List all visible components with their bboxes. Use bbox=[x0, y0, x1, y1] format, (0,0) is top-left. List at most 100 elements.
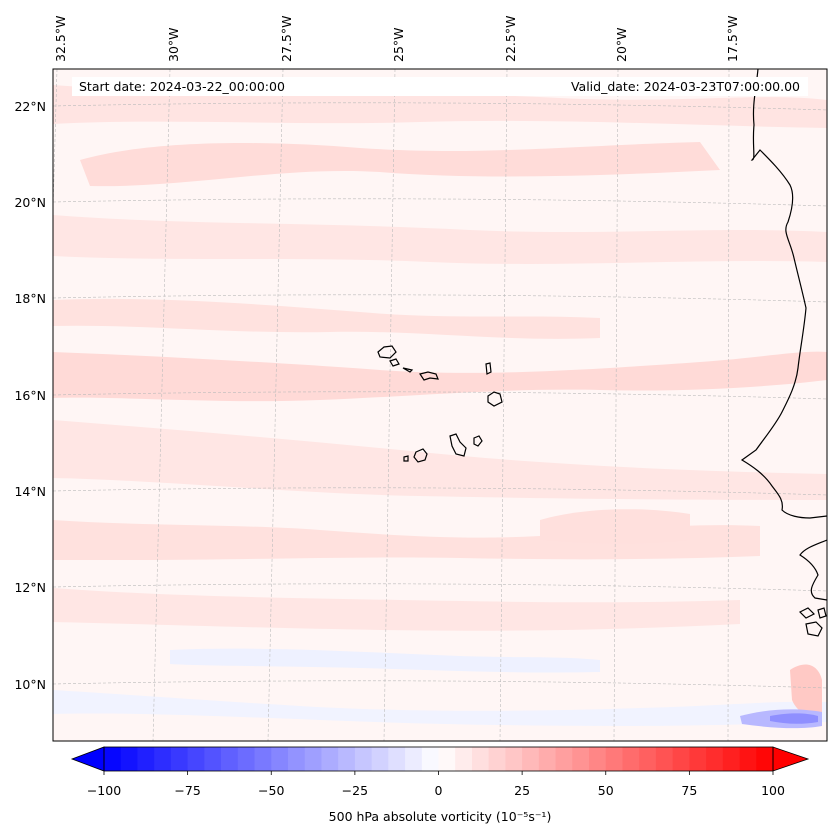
latitude-tick-label: 10°N bbox=[14, 677, 46, 692]
meridian-line bbox=[152, 69, 171, 741]
colorbar-bin bbox=[689, 747, 707, 771]
colorbar-tick-label: 100 bbox=[761, 783, 785, 798]
colorbar-bin bbox=[221, 747, 239, 771]
island-boa-vista bbox=[487, 391, 503, 407]
graticule bbox=[53, 69, 827, 741]
meridian-line bbox=[53, 69, 58, 222]
colorbar-bin bbox=[672, 747, 690, 771]
longitude-tick-label: 22.5°W bbox=[503, 16, 518, 62]
vorticity-field bbox=[53, 85, 827, 729]
meridian-line bbox=[727, 69, 730, 741]
colorbar-bin bbox=[287, 747, 306, 771]
colorbar-bin bbox=[371, 747, 389, 771]
colorbar-extend-high bbox=[772, 746, 810, 772]
annotation-box bbox=[72, 77, 808, 96]
longitude-tick-label: 32.5°W bbox=[53, 16, 68, 62]
map-panel: Start date: 2024-03-22_00:00:00 Valid_da… bbox=[14, 16, 828, 742]
coastline-guinea-bissau bbox=[799, 539, 827, 601]
colorbar-bin bbox=[354, 747, 372, 771]
map-frame bbox=[52, 68, 828, 742]
latitude-tick-label: 16°N bbox=[14, 388, 46, 403]
coastline-west-africa bbox=[740, 69, 827, 519]
vorticity-band bbox=[53, 298, 600, 339]
colorbar-tick-label: −25 bbox=[342, 783, 368, 798]
parallel-line bbox=[53, 680, 827, 689]
latitude-tick-label: 20°N bbox=[14, 195, 46, 210]
island-sal bbox=[485, 362, 492, 375]
island-brava bbox=[403, 455, 409, 462]
vorticity-band-negative bbox=[170, 648, 600, 673]
meridian-line bbox=[499, 69, 508, 741]
island-fogo bbox=[413, 448, 428, 463]
vorticity-band bbox=[53, 520, 760, 560]
colorbar-bin bbox=[204, 747, 222, 771]
colorbar-tick-label: −100 bbox=[87, 783, 121, 798]
colorbar-bin bbox=[639, 747, 657, 771]
colorbar-tick-label: 75 bbox=[681, 783, 697, 798]
colorbar-tick-label: −50 bbox=[258, 783, 284, 798]
latitude-tick-label: 22°N bbox=[14, 99, 46, 114]
colorbar-bin bbox=[722, 747, 740, 771]
parallel-line bbox=[53, 487, 827, 496]
latitude-labels: 22°N 20°N 18°N 16°N 14°N 12°N 10°N bbox=[14, 99, 46, 692]
colorbar-bin bbox=[154, 747, 172, 771]
colorbar-bin bbox=[438, 747, 456, 771]
parallel-line bbox=[53, 294, 827, 303]
valid-date-label: Valid_date: 2024-03-23T07:00:00.00 bbox=[571, 79, 800, 94]
colorbar-tick-label: 50 bbox=[598, 783, 614, 798]
colorbar-tick-label: −75 bbox=[174, 783, 200, 798]
longitude-labels: 32.5°W 30°W 27.5°W 25°W 22.5°W 20°W 17.5°W bbox=[53, 16, 740, 62]
colorbar-bin bbox=[321, 747, 339, 771]
longitude-tick-label: 30°W bbox=[166, 27, 181, 62]
colorbar-bin bbox=[739, 747, 757, 771]
colorbar-bin bbox=[555, 747, 573, 771]
parallel-line bbox=[53, 102, 827, 111]
colorbar-tick-label: 25 bbox=[514, 783, 530, 798]
vorticity-band bbox=[53, 588, 740, 631]
meridian-line bbox=[383, 69, 396, 741]
colorbar-bin bbox=[120, 747, 138, 771]
colorbar-bin bbox=[655, 747, 674, 771]
colorbar-bin bbox=[455, 747, 473, 771]
vorticity-band bbox=[53, 351, 827, 402]
colorbar-bin bbox=[522, 747, 540, 771]
colorbar-ticks: −100 −75 −50 −25 0 25 50 75 100 bbox=[87, 771, 785, 798]
latitude-tick-label: 18°N bbox=[14, 291, 46, 306]
island-santo-antao bbox=[377, 345, 397, 359]
colorbar-extend-low bbox=[70, 746, 105, 772]
vorticity-core-negative bbox=[770, 713, 818, 724]
island-maio bbox=[473, 435, 483, 447]
colorbar-bin bbox=[170, 747, 189, 771]
colorbar-bin bbox=[505, 747, 523, 771]
island-sao-nicolau bbox=[402, 367, 414, 373]
colorbar-bin bbox=[421, 747, 439, 771]
latitude-tick-label: 14°N bbox=[14, 484, 46, 499]
colorbar-bin bbox=[388, 747, 406, 771]
island-sao-vicente bbox=[389, 358, 400, 367]
colorbar-tick-label: 0 bbox=[435, 783, 443, 798]
meridian-line bbox=[267, 69, 284, 741]
colorbar-bin bbox=[572, 747, 590, 771]
colorbar-bin bbox=[756, 747, 774, 771]
colorbar-bin bbox=[589, 747, 607, 771]
colorbar-bin bbox=[471, 747, 490, 771]
parallel-line bbox=[53, 198, 827, 207]
colorbar-bin bbox=[338, 747, 356, 771]
colorbar-swatches bbox=[70, 746, 810, 772]
island-sao-nicolau-east bbox=[419, 371, 439, 381]
longitude-tick-label: 20°W bbox=[614, 27, 629, 62]
vorticity-band-negative bbox=[53, 690, 827, 726]
vorticity-band bbox=[53, 420, 827, 500]
vorticity-band bbox=[80, 142, 720, 187]
colorbar-bin bbox=[605, 747, 623, 771]
colorbar: −100 −75 −50 −25 0 25 50 75 100 500 hPa absolute… bbox=[70, 746, 810, 824]
colorbar-bin bbox=[271, 747, 289, 771]
longitude-tick-label: 17.5°W bbox=[725, 16, 740, 62]
parallel-line bbox=[53, 391, 827, 400]
colorbar-bin bbox=[104, 747, 122, 771]
colorbar-bin bbox=[304, 747, 322, 771]
start-date-label: Start date: 2024-03-22_00:00:00 bbox=[79, 79, 285, 94]
longitude-tick-label: 25°W bbox=[391, 27, 406, 62]
vorticity-core-positive bbox=[790, 664, 822, 715]
